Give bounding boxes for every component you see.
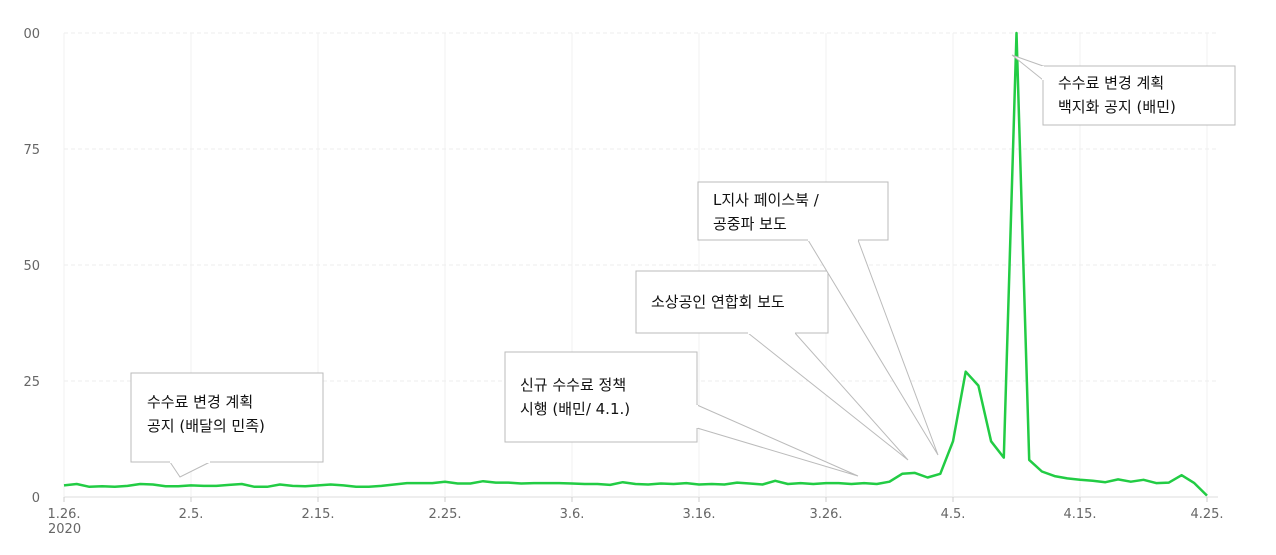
x-tick-label: 2.25.: [428, 507, 461, 522]
x-tick-label: 4.25.: [1190, 507, 1223, 522]
callout-pointer: [696, 404, 859, 477]
y-tick-label: 00: [23, 27, 40, 42]
callout-text: 공중파 보도: [713, 215, 787, 233]
callout-text: 수수료 변경 계획: [1058, 74, 1164, 92]
callout-text: 공지 (배달의 민족): [147, 417, 265, 435]
y-tick-label: 75: [23, 143, 40, 158]
x-tick-label: 2.15.: [301, 507, 334, 522]
x-tick-label: 3.6.: [560, 507, 585, 522]
x-tick-label: 4.15.: [1063, 507, 1096, 522]
callout-text: 신규 수수료 정책: [520, 376, 626, 394]
y-tick-label: 50: [23, 259, 40, 274]
callout-text: 수수료 변경 계획: [147, 393, 253, 411]
callout-box: [635, 270, 829, 334]
x-tick-label: 2.5.: [179, 507, 204, 522]
callout-box: [1042, 65, 1236, 126]
y-tick-label: 25: [23, 375, 40, 390]
year-label: 2020: [48, 522, 81, 537]
y-tick-label: 0: [32, 491, 40, 506]
data-line: [63, 31, 1208, 497]
callout-box: [697, 181, 889, 241]
callout-text: 소상공인 연합회 보도: [651, 293, 785, 311]
callout-text: 시행 (배민/ 4.1.): [520, 400, 630, 418]
x-tick-label: 3.16.: [682, 507, 715, 522]
callout-text: L지사 페이스북 /: [713, 191, 820, 209]
callout-pointer: [169, 461, 211, 478]
x-tick-label: 4.5.: [941, 507, 966, 522]
callout-text: 백지화 공지 (배민): [1058, 98, 1176, 116]
x-tick-label: 3.26.: [809, 507, 842, 522]
callout-box: [504, 351, 698, 443]
x-tick-label: 1.26.: [47, 507, 80, 522]
callout-box: [130, 372, 324, 463]
